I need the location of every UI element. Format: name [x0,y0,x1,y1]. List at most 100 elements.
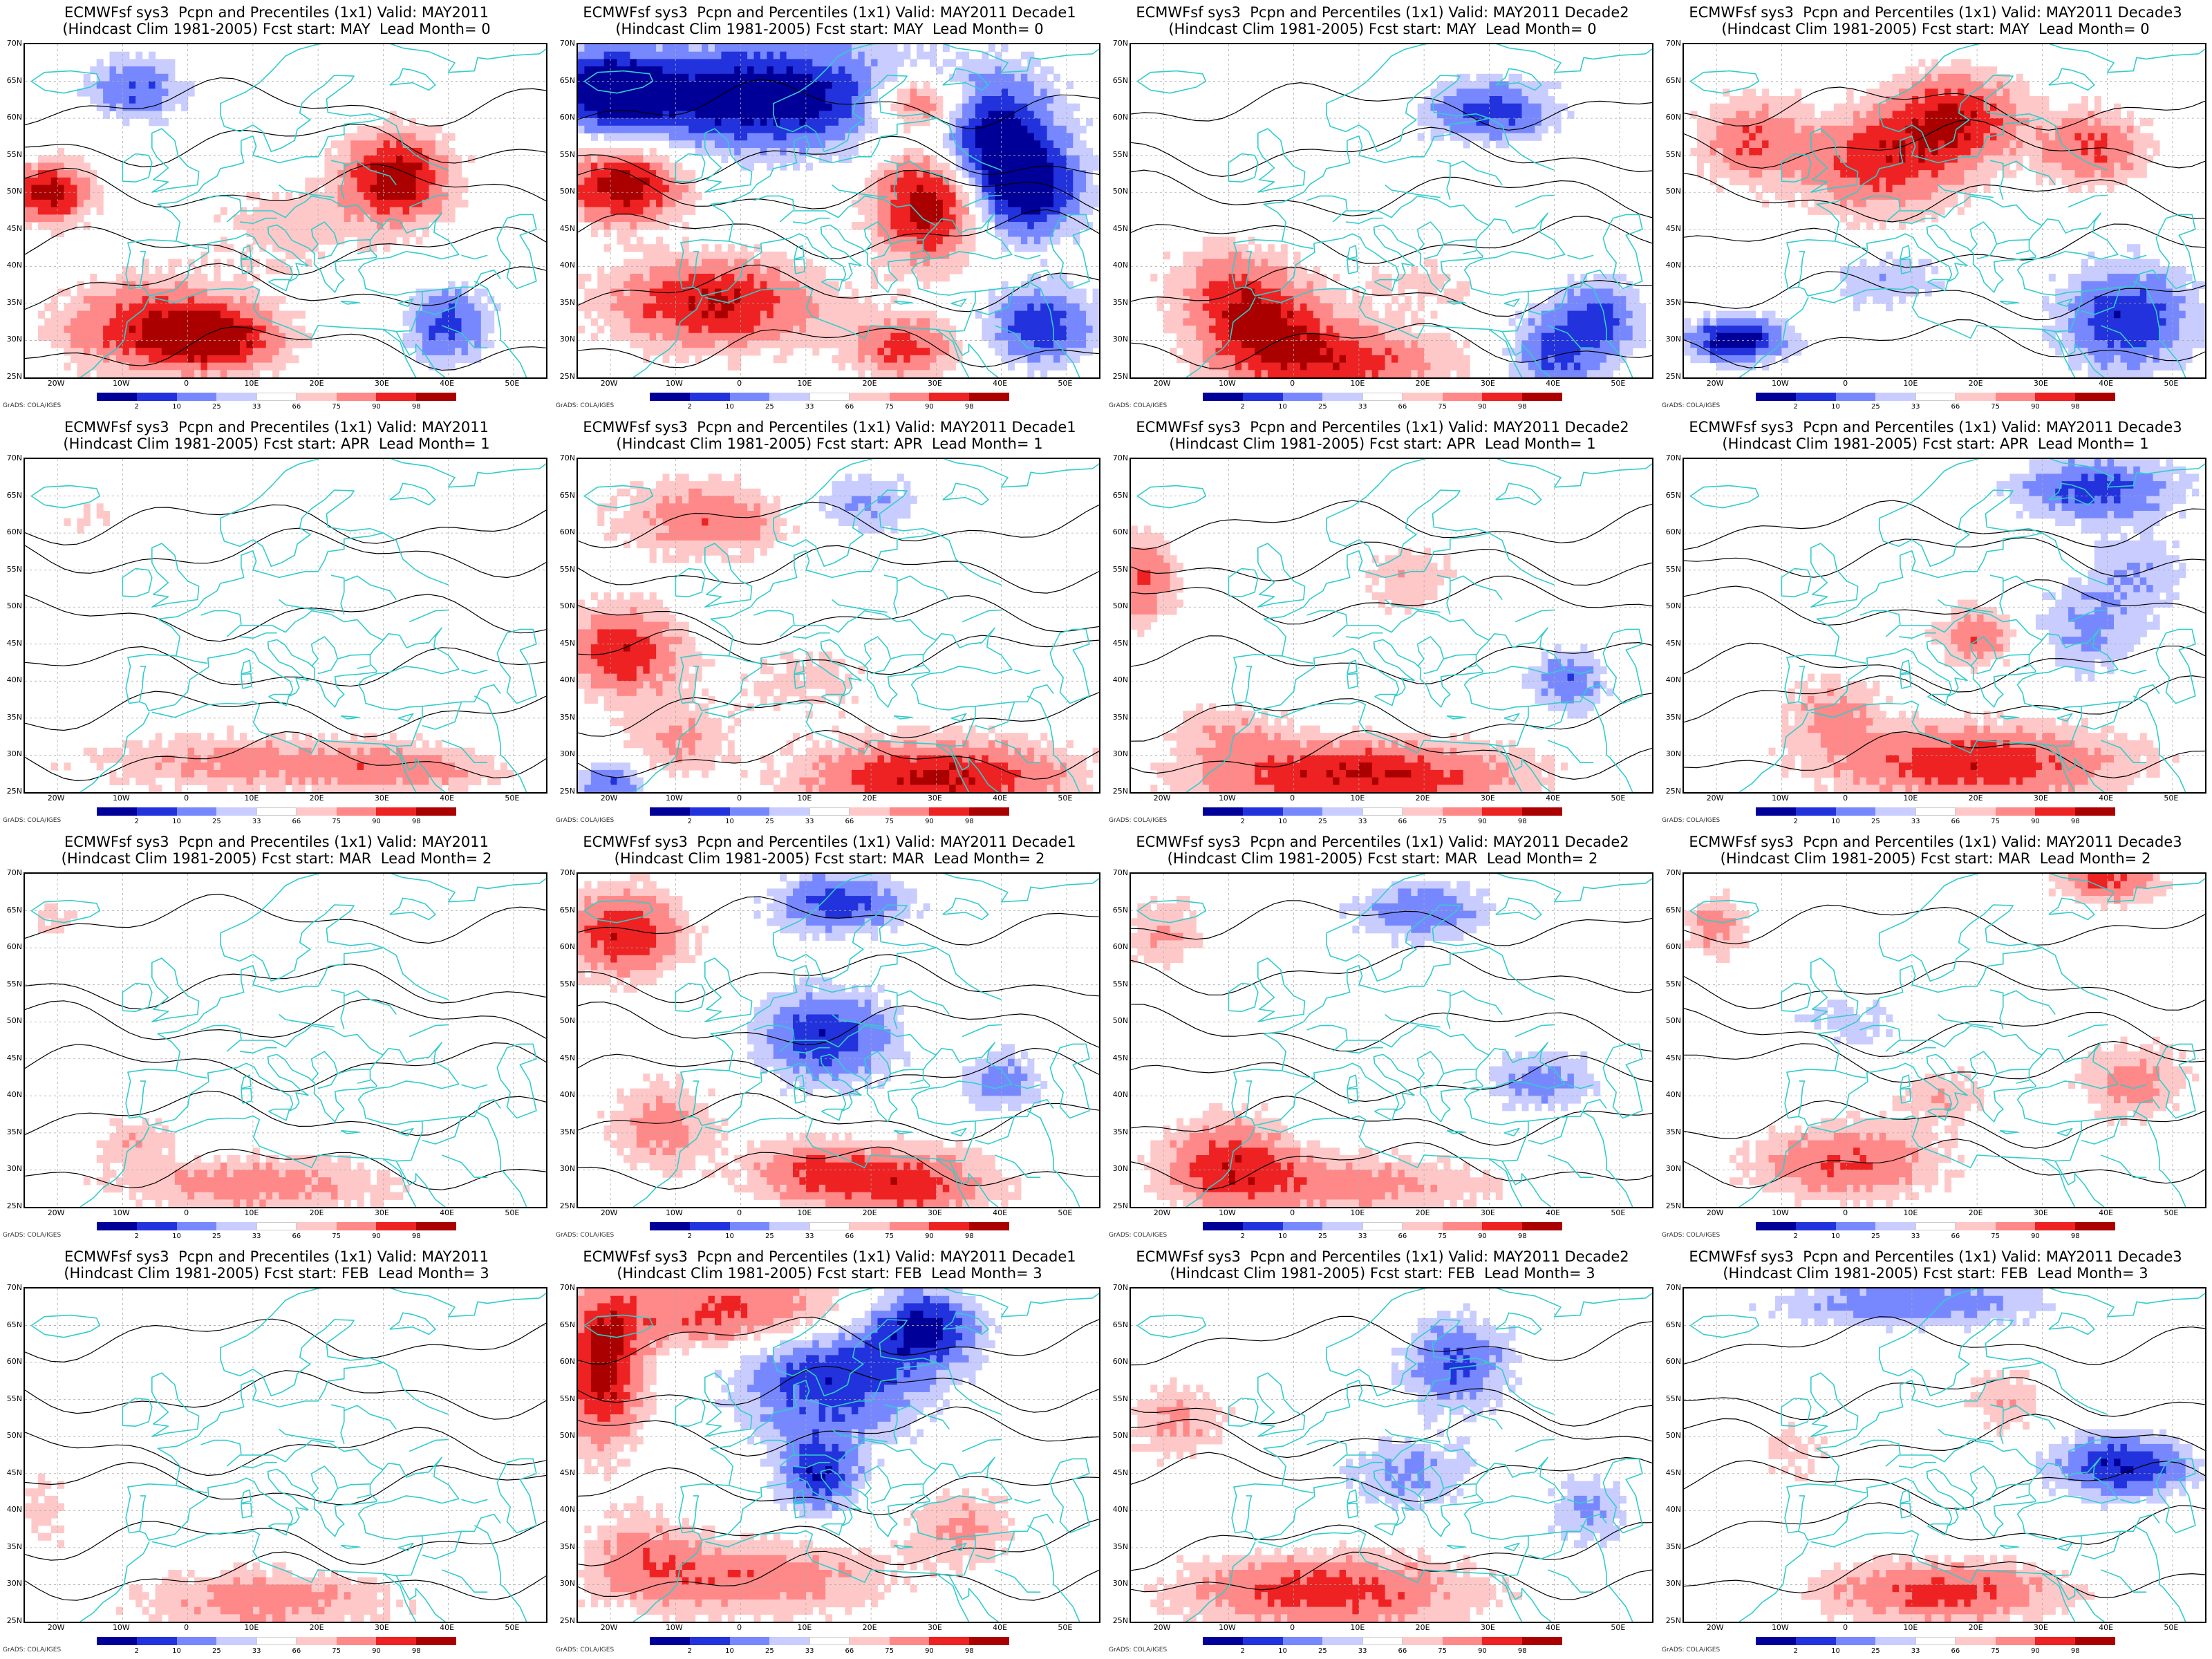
latitude-label: 40N [6,675,22,685]
longitude-label: 10E [797,379,812,388]
colorbar-tick-label: 10 [725,403,734,411]
latitude-label: 50N [1112,1016,1128,1026]
colorbar-tick-label: 2 [134,1647,139,1655]
latitude-label: 65N [6,905,22,915]
panel-title: ECMWFsf sys3 Pcpn and Percentiles (1x1) … [583,419,1076,435]
precip-percentile-map [577,1287,1100,1623]
longitude-label: 10E [244,379,259,388]
longitude-label: 20E [862,794,877,803]
longitude-label: 10E [1903,1623,1918,1632]
latitude-label: 40N [6,261,22,270]
colorbar-swatch [929,393,970,401]
colorbar-swatch [216,1222,257,1230]
map-canvas [1684,874,2205,1207]
longitude-label: 20E [1968,379,1983,388]
precip-percentile-map [1130,458,1653,794]
forecast-panel: ECMWFsf sys3 Pcpn and Percentiles (1x1) … [1106,1244,1659,1659]
latitude-label: 45N [6,638,22,648]
latitude-label: 50N [559,601,575,611]
longitude-label: 30E [1480,1208,1495,1217]
latitude-label: 40N [1112,261,1128,270]
colorbar-tick-label: 2 [134,1232,139,1240]
colorbar-tick-label: 98 [1517,403,1527,411]
percentile-colorbar: 2 10 25 33 66 75 90 98 [1203,1637,1563,1655]
colorbar-tick-label: 25 [1871,1232,1880,1240]
latitude-label: 25N [1112,372,1128,381]
colorbar-swatch [1955,393,1996,401]
longitude-label: 10E [797,794,812,803]
latitude-label: 30N [559,1579,575,1588]
latitude-label: 30N [1665,749,1681,759]
coastlines [1689,44,2205,377]
latitude-label: 50N [1112,187,1128,196]
forecast-panel: ECMWFsf sys3 Pcpn and Percentiles (1x1) … [1106,415,1659,830]
forecast-panel: ECMWFsf sys3 Pcpn and Percentiles (1x1) … [553,1244,1106,1659]
latitude-label: 35N [1665,712,1681,722]
longitude-label: 50E [2164,379,2179,388]
map-canvas [25,874,546,1207]
colorbar-tick-label: 2 [687,403,692,411]
graticule [1684,874,2205,1207]
colorbar-tick-label: 33 [1911,403,1920,411]
longitude-label: 30E [374,794,389,803]
latitude-label: 50N [559,1016,575,1026]
colorbar-swatch [416,393,457,401]
latitude-label: 45N [1665,1053,1681,1062]
colorbar-tick-label: 33 [1911,1232,1920,1240]
anomaly-shading [1768,459,2200,792]
longitude-label: 10E [1350,379,1365,388]
panel-title: ECMWFsf sys3 Pcpn and Percentiles (1x1) … [1136,419,1629,435]
colorbar-tick-label: 98 [1517,818,1527,825]
latitude-label: 60N [559,113,575,122]
panel-subtitle: (Hindcast Clim 1981-2005) Fcst start: AP… [63,435,490,452]
colorbar-tick-label: 90 [372,1647,381,1655]
colorbar-swatch [1955,807,1996,816]
colorbar-tick-label: 25 [1871,403,1880,411]
longitude-label: 40E [993,794,1008,803]
colorbar-swatch [1875,807,1916,816]
latitude-label: 45N [6,1468,22,1477]
colorbar-swatch [1522,807,1563,816]
longitude-label: 40E [1546,379,1561,388]
colorbar-swatch [689,1637,731,1645]
colorbar-swatch [1995,807,2036,816]
latitude-label: 40N [1665,675,1681,685]
latitude-label: 45N [1665,1468,1681,1477]
latitude-label: 70N [6,453,22,462]
colorbar-tick-label: 10 [1831,403,1840,411]
percentile-colorbar: 2 10 25 33 66 75 90 98 [1203,1222,1563,1240]
colorbar-swatch [889,1222,930,1230]
colorbar-tick-label: 75 [1438,1232,1447,1240]
panel-title: ECMWFsf sys3 Pcpn and Percentiles (1x1) … [1136,4,1629,21]
colorbar-swatch [176,393,217,401]
percentile-colorbar: 2 10 25 33 66 75 90 98 [1203,393,1563,411]
panel-title: ECMWFsf sys3 Pcpn and Percentiles (1x1) … [1136,1248,1629,1265]
colorbar-swatch [650,1637,691,1645]
longitude-label: 20E [1415,1208,1430,1217]
colorbar-tick-label: 2 [1793,1232,1798,1240]
panel-subtitle: (Hindcast Clim 1981-2005) Fcst start: AP… [1722,435,2149,452]
latitude-label: 50N [1665,601,1681,611]
coastlines [1689,1288,2205,1622]
colorbar-tick-label: 33 [1911,818,1920,825]
longitude-label: 10E [1903,1208,1918,1217]
colorbar-tick-label: 98 [2070,1647,2080,1655]
colorbar-tick-label: 90 [1478,403,1487,411]
colorbar-swatch [849,1222,890,1230]
colorbar-swatch [336,1637,377,1645]
colorbar-tick-label: 25 [1871,818,1880,825]
colorbar-tick-label: 25 [212,403,221,411]
map-canvas [578,874,1099,1207]
colorbar-tick-label: 10 [1831,1647,1840,1655]
colorbar-swatch [889,1637,930,1645]
colorbar-swatch [416,807,457,816]
colorbar-swatch [1402,1222,1443,1230]
colorbar-swatch [929,1637,970,1645]
latitude-label: 35N [559,1127,575,1136]
latitude-label: 55N [559,1394,575,1403]
latitude-label: 35N [559,712,575,722]
colorbar-swatch [1756,1637,1797,1645]
colorbar-tick-label: 2 [1793,1647,1798,1655]
colorbar-tick-label: 33 [1358,1647,1367,1655]
colorbar-tick-label: 98 [964,1647,974,1655]
